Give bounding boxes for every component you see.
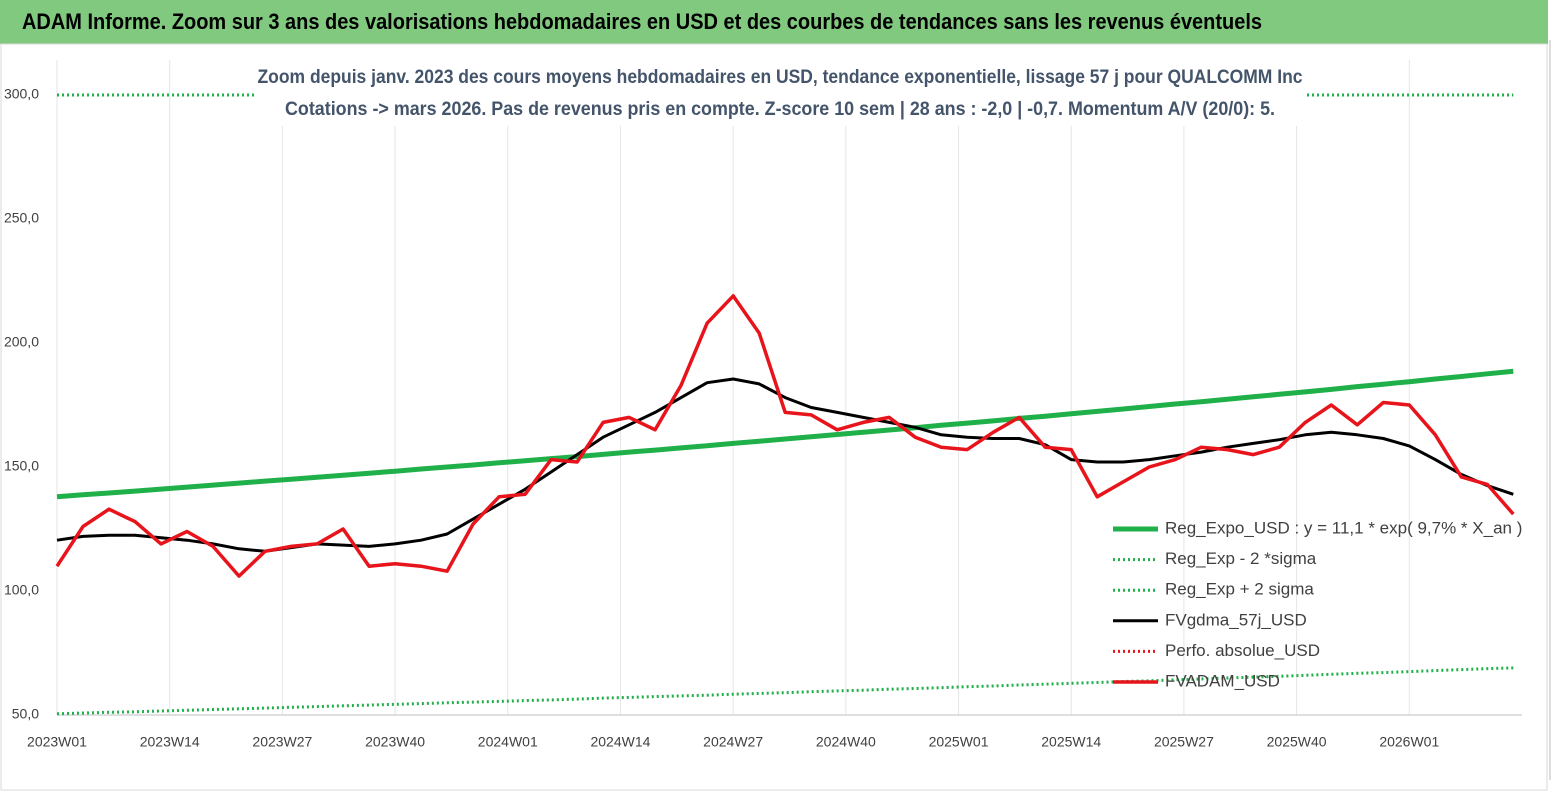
x-tick-label: 2024W40	[816, 734, 876, 750]
chart-border	[0, 43, 1548, 791]
legend-label: Reg_Expo_USD : y = 11,1 * exp( 9,7% * X_…	[1165, 518, 1522, 537]
x-tick-label: 2024W14	[590, 734, 650, 750]
banner-bg	[0, 0, 1548, 44]
x-tick-label: 2025W27	[1154, 734, 1214, 750]
chart-title: Zoom depuis janv. 2023 des cours moyens …	[258, 67, 1303, 88]
chart-subtitle: Cotations -> mars 2026. Pas de revenus p…	[285, 99, 1275, 120]
y-tick-label: 300,0	[4, 86, 39, 102]
x-tick-label: 2023W14	[140, 734, 200, 750]
banner-title: ADAM Informe. Zoom sur 3 ans des valoris…	[22, 9, 1262, 34]
x-tick-label: 2023W40	[365, 734, 425, 750]
legend-label: Reg_Exp + 2 sigma	[1165, 580, 1314, 599]
legend-label: Perfo. absolue_USD	[1165, 641, 1320, 660]
legend-label: Reg_Exp - 2 *sigma	[1165, 549, 1317, 568]
legend-label: FVADAM_USD	[1165, 671, 1280, 690]
x-tick-label: 2025W14	[1041, 734, 1101, 750]
x-tick-label: 2024W01	[478, 734, 538, 750]
y-tick-label: 100,0	[4, 582, 39, 598]
y-tick-label: 200,0	[4, 334, 39, 350]
legend: Reg_Expo_USD : y = 11,1 * exp( 9,7% * X_…	[1113, 518, 1522, 690]
y-tick-label: 150,0	[4, 458, 39, 474]
y-tick-label: 250,0	[4, 210, 39, 226]
series-line	[56, 368, 1514, 500]
legend-label: FVgdma_57j_USD	[1165, 610, 1307, 629]
series-line	[56, 666, 1514, 716]
x-tick-label: 2025W40	[1267, 734, 1327, 750]
series-line	[55, 294, 1515, 578]
x-tick-label: 2026W01	[1379, 734, 1439, 750]
x-tick-label: 2024W27	[703, 734, 763, 750]
x-tick-label: 2023W01	[27, 734, 87, 750]
x-tick-label: 2023W27	[252, 734, 312, 750]
title-bg	[256, 60, 1306, 126]
plot-area: 2023W01 2023W14 2023W27 2023W40 2024W01 2024W…	[4, 60, 1522, 750]
y-tick-label: 50,0	[12, 706, 39, 722]
x-tick-label: 2025W01	[929, 734, 989, 750]
